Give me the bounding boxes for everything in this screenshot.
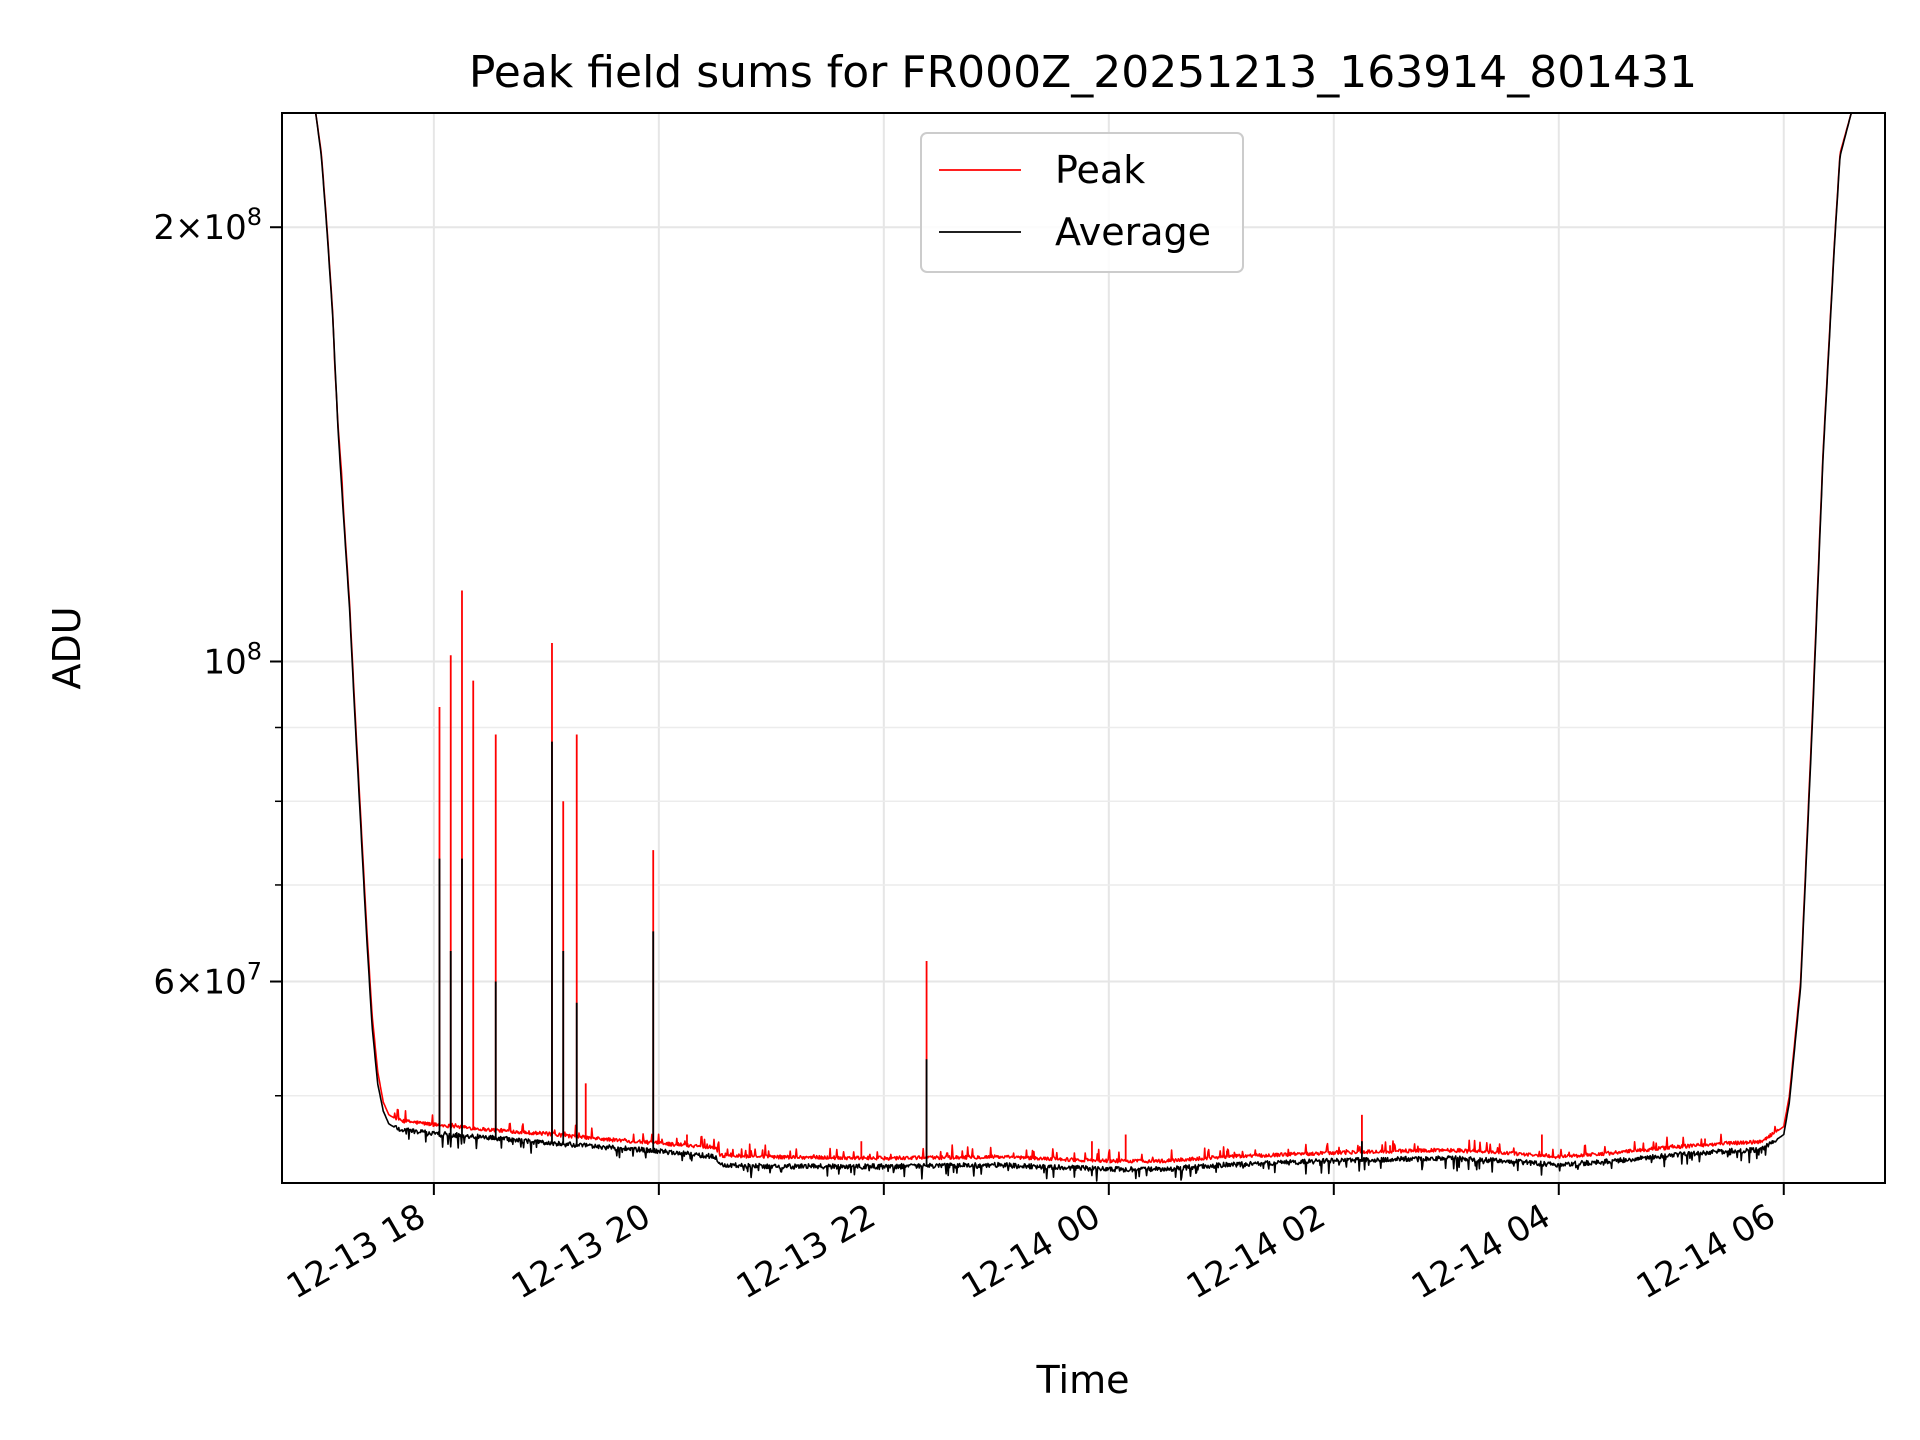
legend-box: [920, 132, 1244, 273]
series-peak-line: [282, 113, 1885, 1164]
y-tick-label: 2×108: [153, 203, 262, 248]
axes-frame: [281, 112, 1886, 1184]
y-axis: 6×107 108 2×108: [153, 203, 282, 1097]
y-tick-label: 6×107: [153, 958, 262, 1003]
series-group: [282, 113, 1885, 1182]
y-tick-label: 108: [203, 637, 262, 682]
plot-area: [282, 113, 1885, 1182]
series-average-line: [282, 113, 1885, 1182]
legend: Peak Average: [920, 132, 1244, 273]
legend-average-label: Average: [1055, 210, 1211, 254]
y-axis-label: ADU: [45, 606, 89, 689]
legend-peak-label: Peak: [1055, 148, 1145, 192]
chart-title: Peak field sums for FR000Z_20251213_1639…: [469, 47, 1697, 98]
x-axis-label: Time: [1036, 1358, 1130, 1402]
